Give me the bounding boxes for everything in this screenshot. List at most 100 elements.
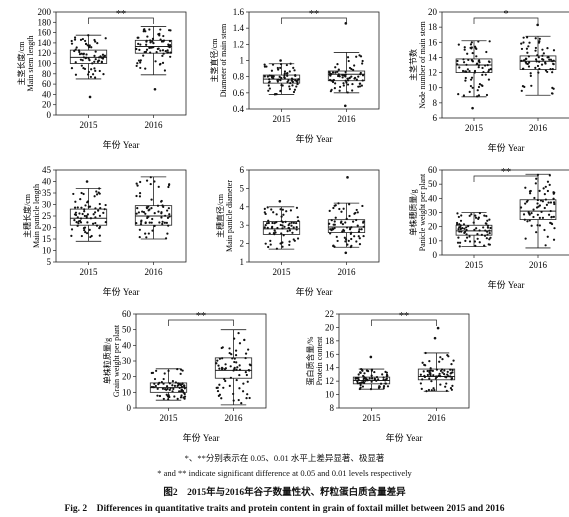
y-tick-label: 60	[428, 165, 438, 175]
data-point	[166, 387, 169, 390]
data-point	[218, 367, 221, 370]
figure-caption-en: Fig. 2 Differences in quantitative trait…	[64, 504, 505, 514]
data-point	[162, 52, 165, 55]
data-point	[72, 192, 75, 196]
data-point	[165, 221, 168, 224]
plot-frame	[441, 11, 569, 119]
data-point	[549, 67, 552, 71]
data-point	[361, 59, 364, 63]
data-point	[378, 385, 381, 388]
data-point	[144, 30, 147, 33]
data-point	[428, 360, 431, 363]
data-point	[280, 215, 283, 218]
data-point	[275, 221, 278, 224]
x-tick-label: 2016	[338, 114, 357, 124]
data-point	[85, 215, 88, 218]
data-point	[138, 48, 141, 51]
data-point	[354, 377, 357, 380]
data-point	[98, 69, 101, 73]
data-point	[173, 384, 177, 387]
data-point	[295, 225, 298, 229]
data-point	[438, 372, 441, 375]
data-point	[236, 366, 239, 369]
data-point	[485, 237, 488, 240]
data-point	[144, 67, 147, 70]
data-point	[183, 392, 186, 396]
y-tick-label: 10	[122, 387, 132, 397]
data-point	[268, 80, 271, 83]
x-tick-label: 2016	[529, 123, 548, 133]
x-tick-label: 2015	[465, 260, 484, 270]
data-point	[347, 239, 350, 242]
y-axis-label: 主穗直径/cmMain panicle diameter	[215, 180, 234, 252]
data-point	[79, 217, 83, 220]
data-point	[137, 42, 140, 45]
data-point	[167, 207, 170, 210]
data-point	[286, 80, 289, 84]
data-point	[420, 387, 423, 390]
data-point	[452, 359, 455, 362]
data-point	[355, 78, 358, 81]
data-point	[528, 41, 531, 44]
data-point	[150, 221, 153, 224]
data-point	[283, 74, 286, 77]
data-point	[543, 228, 546, 232]
data-point	[102, 56, 105, 59]
data-point	[158, 394, 162, 398]
data-point	[267, 84, 270, 87]
data-point	[274, 231, 277, 234]
data-point	[527, 65, 531, 68]
data-point	[275, 213, 278, 216]
data-point	[284, 220, 287, 223]
data-point	[238, 364, 241, 367]
data-point	[463, 46, 466, 49]
data-point	[535, 177, 538, 180]
data-point	[85, 53, 88, 56]
data-point	[158, 34, 161, 37]
data-point	[144, 212, 147, 215]
data-point	[145, 236, 148, 239]
data-point	[486, 219, 489, 222]
data-point	[294, 74, 297, 78]
data-point	[80, 64, 83, 67]
data-point	[167, 369, 170, 372]
data-point	[154, 384, 157, 388]
data-point	[346, 79, 350, 82]
data-point	[338, 89, 341, 92]
outlier-point	[436, 326, 440, 330]
data-point	[73, 213, 77, 216]
data-point	[347, 59, 350, 63]
data-point	[77, 49, 81, 52]
data-point	[330, 219, 333, 222]
data-point	[223, 378, 226, 381]
data-point	[135, 47, 138, 51]
data-point	[238, 373, 241, 377]
data-point	[456, 241, 460, 244]
x-axis-label: 年份 Year	[296, 133, 333, 144]
data-point	[136, 207, 139, 210]
data-point	[164, 237, 168, 240]
data-point	[100, 61, 103, 64]
data-point	[151, 37, 155, 40]
data-point	[94, 50, 97, 53]
outlier-point	[85, 180, 89, 183]
data-point	[271, 225, 274, 228]
y-axis-label-cn: 主茎长度/cm	[16, 41, 26, 86]
data-point	[475, 47, 478, 50]
data-point	[86, 221, 89, 224]
data-point	[541, 48, 544, 51]
data-point	[524, 61, 527, 64]
data-point	[473, 228, 476, 231]
data-point	[167, 224, 170, 227]
data-point	[74, 211, 78, 214]
x-axis-label: 年份 Year	[103, 286, 140, 297]
data-point	[357, 378, 360, 382]
data-point	[148, 221, 151, 224]
data-point	[232, 399, 235, 402]
data-point	[232, 392, 235, 396]
y-tick-label: 10	[325, 390, 335, 400]
data-point	[534, 49, 537, 52]
y-tick-label: 0.4	[233, 104, 245, 114]
data-point	[524, 237, 527, 240]
data-point	[163, 221, 166, 224]
